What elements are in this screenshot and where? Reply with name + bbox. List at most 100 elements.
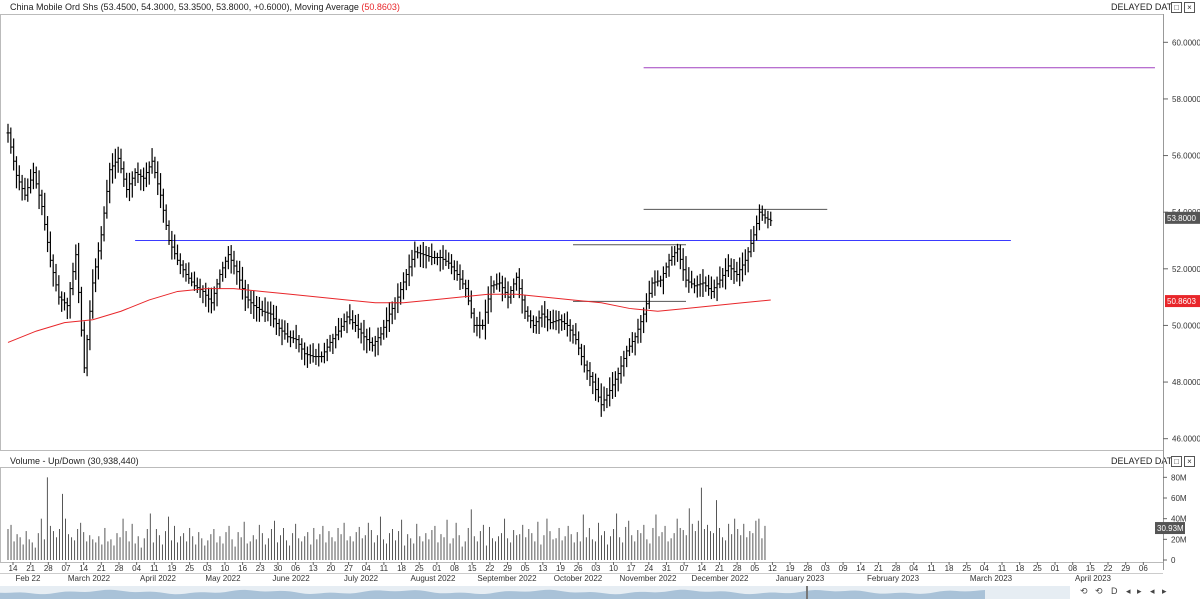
ohlc-bar — [331, 333, 335, 355]
volume-tick-label: 60M — [1171, 494, 1187, 503]
ohlc-bar — [14, 156, 18, 189]
ohlc-bar — [26, 178, 30, 202]
ohlc-bar — [396, 283, 400, 314]
month-label: November 2022 — [620, 574, 677, 583]
ohlc-bar — [681, 248, 685, 281]
x-tick-label: 13 — [538, 564, 547, 573]
ohlc-bar — [379, 326, 383, 346]
ohlc-bar — [416, 246, 420, 259]
ohlc-values: (53.4500, 54.3000, 53.3500, 53.8000, +0.… — [100, 2, 290, 12]
close-icon[interactable]: × — [1184, 2, 1195, 13]
ohlc-bar — [726, 254, 730, 278]
month-label: May 2022 — [205, 574, 241, 583]
volume-last-badge — [1155, 522, 1185, 535]
ohlc-bar — [368, 327, 372, 351]
scroll-start-icon[interactable]: ⟲ — [1095, 586, 1103, 596]
x-tick-label: 22 — [1104, 564, 1113, 573]
ohlc-bar — [74, 244, 78, 280]
month-label: July 2022 — [344, 574, 379, 583]
ohlc-bar — [464, 279, 468, 298]
ohlc-bar — [732, 259, 736, 284]
nav-right-icon[interactable]: ▸ — [1162, 586, 1167, 596]
ohlc-bar — [105, 179, 109, 219]
ohlc-bar — [579, 343, 583, 366]
ohlc-bar — [755, 215, 759, 241]
x-tick-label: 10 — [609, 564, 618, 573]
ohlc-bar — [303, 342, 307, 366]
ohlc-bar — [469, 290, 473, 319]
ohlc-bar — [526, 306, 530, 322]
ohlc-bar — [300, 338, 304, 360]
ohlc-bar — [91, 269, 95, 319]
ohlc-bar — [752, 225, 756, 252]
ohlc-bar — [269, 301, 273, 327]
volume-maximize-icon[interactable]: □ — [1171, 456, 1182, 467]
maximize-icon[interactable]: □ — [1171, 2, 1182, 13]
y-tick-label: 48.0000 — [1172, 378, 1200, 387]
x-tick-label: 31 — [662, 564, 671, 573]
x-tick-label: 04 — [909, 564, 918, 573]
zoom-icon[interactable]: D — [1111, 586, 1118, 596]
ohlc-bar — [478, 311, 482, 339]
ohlc-bar — [653, 270, 657, 296]
ohlc-bar — [65, 297, 69, 320]
ohlc-bar — [410, 249, 414, 277]
ohlc-bar — [46, 216, 50, 253]
ohlc-bar — [492, 280, 496, 294]
last-price-label: 53.8000 — [1167, 214, 1196, 223]
scroll-left-icon[interactable]: ◂ — [1126, 586, 1131, 596]
ohlc-bar — [190, 272, 194, 287]
x-tick-label: 28 — [803, 564, 812, 573]
ohlc-bar — [495, 273, 499, 290]
ohlc-bar — [721, 268, 725, 288]
volume-close-icon[interactable]: × — [1184, 456, 1195, 467]
x-tick-label: 28 — [733, 564, 742, 573]
nav-left-icon[interactable]: ◂ — [1150, 586, 1155, 596]
x-tick-label: 11 — [927, 564, 936, 573]
ohlc-bar — [136, 162, 140, 184]
ohlc-bar — [144, 162, 148, 188]
ohlc-bar — [605, 388, 609, 409]
ohlc-bar — [424, 245, 428, 269]
ohlc-bar — [599, 383, 603, 417]
ohlc-bar — [164, 204, 168, 231]
x-tick-label: 28 — [115, 564, 124, 573]
refresh-icon[interactable]: ⟲ — [1080, 586, 1088, 596]
ohlc-bar — [450, 254, 454, 275]
instrument-name: China Mobile Ord Shs — [10, 2, 99, 12]
scroll-right-icon[interactable]: ▸ — [1137, 586, 1142, 596]
volume-delayed-label: DELAYED DATA — [1111, 456, 1178, 466]
ohlc-bar — [695, 275, 699, 298]
ohlc-bar — [263, 297, 267, 322]
ohlc-bar — [359, 322, 363, 344]
ohlc-bar — [594, 373, 598, 401]
ohlc-bar — [209, 287, 213, 314]
ohlc-bar — [560, 314, 564, 331]
ohlc-bar — [31, 162, 35, 190]
ohlc-bar — [678, 244, 682, 270]
ohlc-bar — [763, 209, 767, 224]
x-tick-label: 06 — [1139, 564, 1148, 573]
ohlc-bar — [690, 270, 694, 289]
ohlc-bar — [701, 269, 705, 298]
volume-tick-label: 80M — [1171, 473, 1187, 482]
x-tick-label: 27 — [344, 564, 353, 573]
ohlc-bar — [342, 313, 346, 331]
ohlc-bar — [274, 305, 278, 335]
ohlc-bar — [639, 315, 643, 343]
month-label: December 2022 — [692, 574, 749, 583]
ohlc-bar — [475, 316, 479, 337]
ohlc-bar — [735, 261, 739, 282]
ohlc-bar — [51, 254, 55, 287]
x-tick-label: 25 — [962, 564, 971, 573]
ohlc-bar — [438, 249, 442, 272]
ohlc-bar — [571, 324, 575, 344]
volume-title: Volume - Up/Down — [10, 456, 86, 466]
x-tick-label: 17 — [627, 564, 636, 573]
x-tick-label: 07 — [680, 564, 689, 573]
x-tick-label: 04 — [362, 564, 371, 573]
ohlc-bar — [568, 319, 572, 342]
ohlc-bar — [515, 272, 518, 291]
